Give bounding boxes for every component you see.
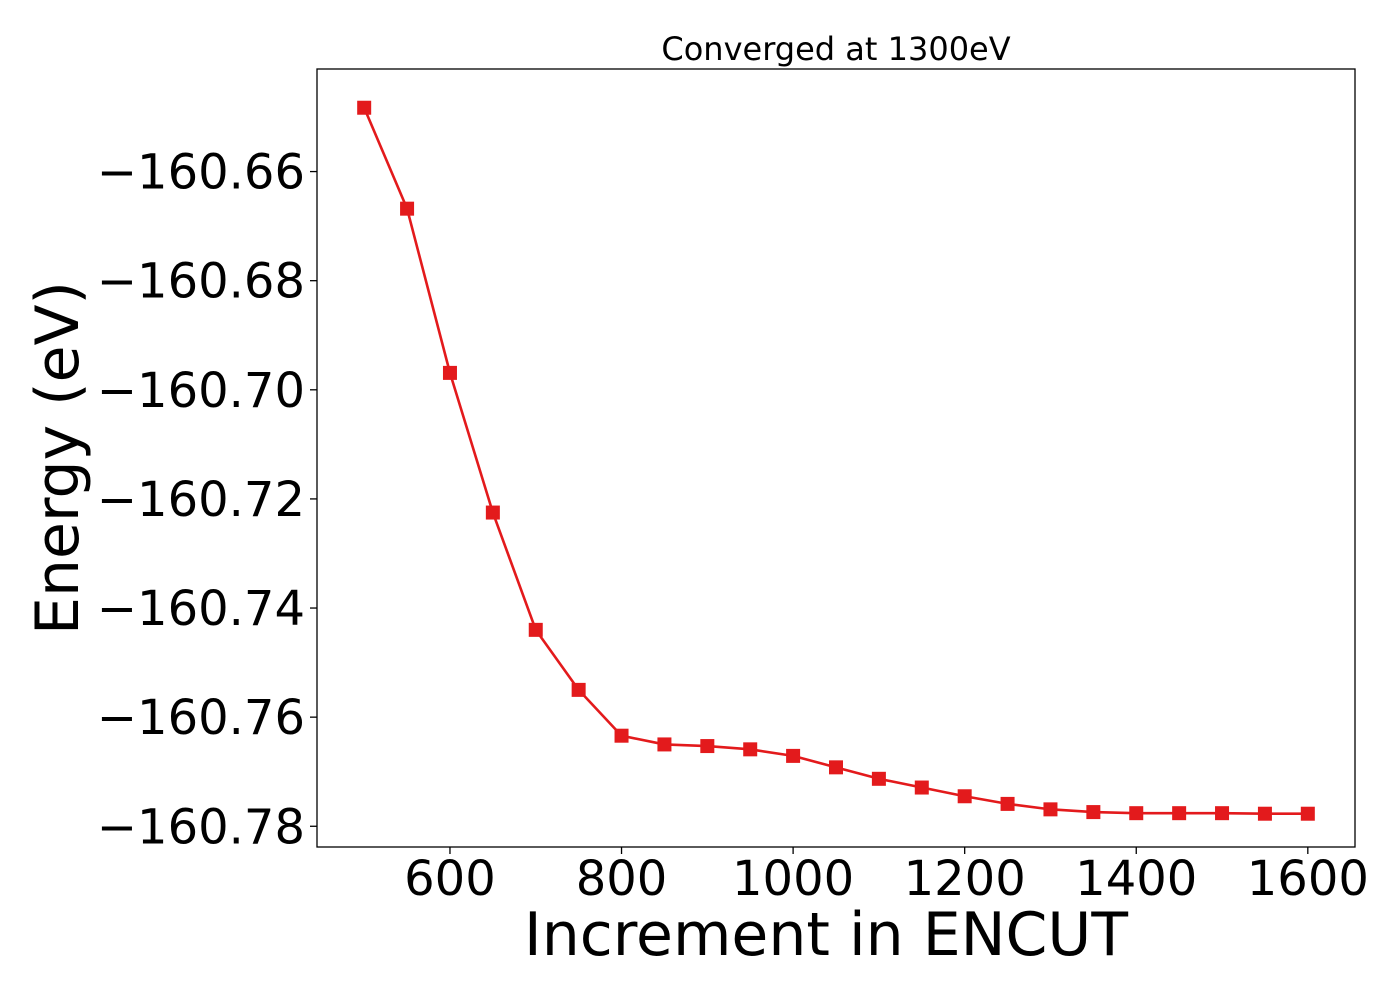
data-point-marker <box>1172 806 1187 821</box>
y-tick-label: −160.72 <box>97 472 305 528</box>
x-tick-label: 600 <box>404 851 496 907</box>
y-tick-label: −160.78 <box>97 799 305 855</box>
data-point-marker <box>743 742 758 757</box>
series-line <box>362 107 1308 816</box>
x-axis-label: Increment in ENCUT <box>524 900 1128 970</box>
data-point-marker <box>871 771 886 786</box>
data-point-marker <box>829 760 843 775</box>
y-tick-label: −160.74 <box>97 581 305 637</box>
data-point-marker <box>442 365 457 380</box>
data-point-marker <box>1129 806 1144 821</box>
y-tick-label: −160.68 <box>97 254 305 310</box>
y-axis-ticks: −160.66 −160.68 −160.70 −160.72 −160.74 −160.… <box>97 145 317 855</box>
data-point-marker <box>1043 802 1058 817</box>
plot-area-frame <box>316 68 1356 848</box>
data-point-marker <box>528 622 543 637</box>
data-point-marker <box>400 201 415 216</box>
y-tick-label: −160.70 <box>97 363 305 419</box>
data-point-marker <box>485 505 500 520</box>
series-layer <box>357 100 1315 821</box>
x-tick-label: 1400 <box>1075 851 1197 907</box>
x-tick-label: 1000 <box>732 851 854 907</box>
data-point-marker <box>786 748 801 763</box>
data-point-marker <box>357 100 372 115</box>
data-point-marker <box>1300 806 1315 821</box>
data-point-marker <box>914 780 929 795</box>
x-tick-label: 1600 <box>1247 851 1369 907</box>
y-axis-label: Energy (eV) <box>23 281 93 635</box>
x-tick-label: 800 <box>576 851 668 907</box>
data-point-marker <box>614 728 629 743</box>
data-point-marker <box>571 682 586 697</box>
data-point-marker <box>700 739 715 754</box>
data-point-marker <box>1215 806 1230 821</box>
data-point-marker <box>1257 806 1272 821</box>
data-point-marker <box>1000 796 1015 811</box>
y-tick-label: −160.66 <box>97 145 305 201</box>
data-point-marker <box>657 737 672 752</box>
x-tick-label: 1200 <box>904 851 1026 907</box>
x-axis-ticks: 600 800 1000 1200 1400 1600 <box>404 847 1369 907</box>
y-tick-label: −160.76 <box>97 690 305 746</box>
data-point-marker <box>957 789 972 804</box>
chart-title: Converged at 1300eV <box>661 30 1010 68</box>
data-point-marker <box>1086 805 1101 820</box>
